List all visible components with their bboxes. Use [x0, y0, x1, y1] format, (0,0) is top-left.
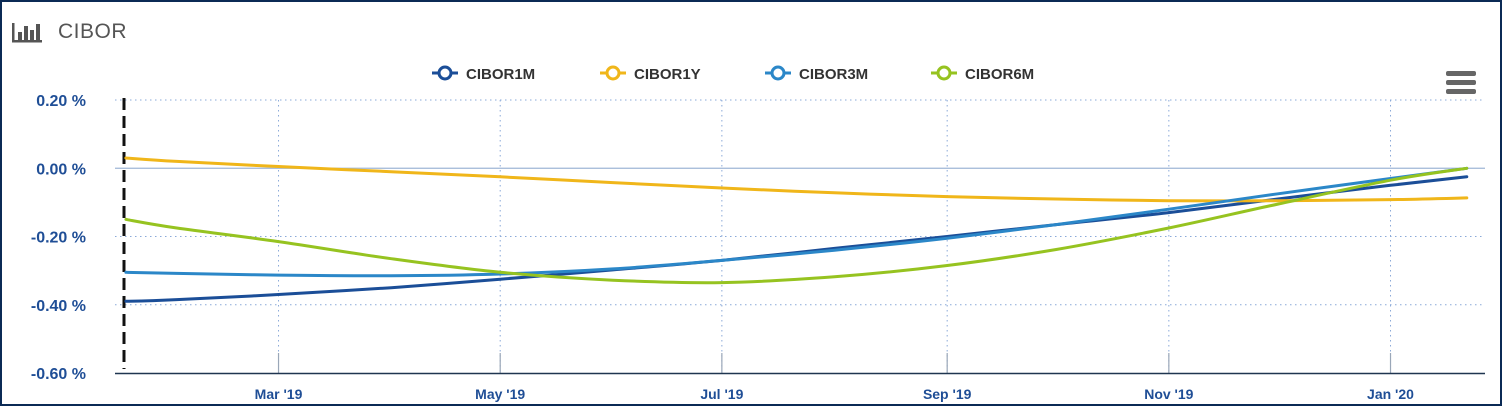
legend-marker [437, 65, 453, 81]
x-tick-label: Nov '19 [1144, 386, 1193, 402]
legend-item-cibor3m: CIBOR3M [765, 65, 868, 83]
x-tick-label: Jul '19 [700, 386, 743, 402]
legend-item-cibor1m: CIBOR1M [432, 65, 535, 83]
chart-header: CIBOR [10, 20, 127, 44]
hamburger-menu-icon[interactable] [1446, 71, 1476, 97]
legend-marker [770, 65, 786, 81]
legend-label: CIBOR1Y [634, 66, 701, 83]
chart-title: CIBOR [58, 20, 128, 43]
legend-label: CIBOR1M [466, 66, 535, 83]
legend-marker [605, 65, 621, 81]
y-tick-label: -0.20 % [31, 230, 86, 247]
series-line-cibor1y [124, 156, 1469, 203]
y-tick-label: 0.20 % [36, 93, 86, 110]
x-tick-label: Sep '19 [923, 386, 972, 402]
y-tick-label: 0.00 % [36, 161, 86, 178]
bar-chart-icon [12, 23, 42, 43]
series-line-cibor3m [124, 166, 1469, 278]
x-tick-label: May '19 [475, 386, 525, 402]
series-line-cibor6m [124, 166, 1469, 285]
x-tick-label: Jan '20 [1367, 386, 1414, 402]
x-tick-label: Mar '19 [255, 386, 303, 402]
legend-item-cibor1y: CIBOR1Y [600, 65, 701, 83]
legend-label: CIBOR3M [799, 66, 868, 83]
y-tick-label: -0.40 % [31, 298, 86, 315]
legend-marker [936, 65, 952, 81]
legend-label: CIBOR6M [965, 66, 1034, 83]
legend-item-cibor6m: CIBOR6M [931, 65, 1034, 83]
y-tick-label: -0.60 % [31, 366, 86, 383]
